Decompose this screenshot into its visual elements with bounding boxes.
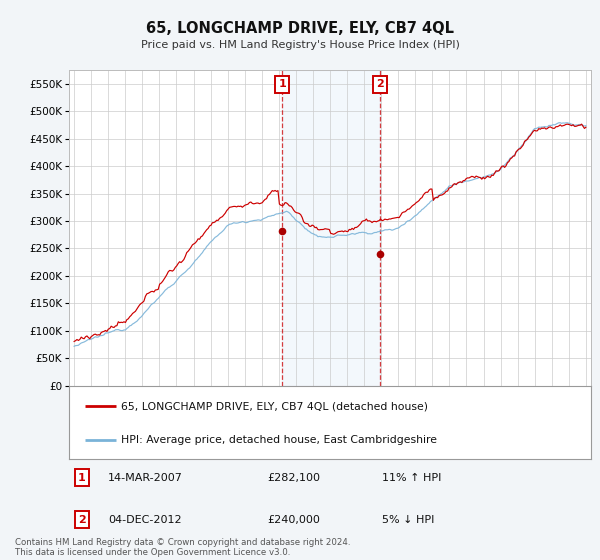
Text: Price paid vs. HM Land Registry's House Price Index (HPI): Price paid vs. HM Land Registry's House … [140, 40, 460, 50]
Text: £240,000: £240,000 [268, 515, 320, 525]
Text: HPI: Average price, detached house, East Cambridgeshire: HPI: Average price, detached house, East… [121, 435, 437, 445]
Text: 14-MAR-2007: 14-MAR-2007 [108, 473, 183, 483]
Text: 11% ↑ HPI: 11% ↑ HPI [382, 473, 442, 483]
Text: 2: 2 [376, 80, 383, 90]
Text: £282,100: £282,100 [268, 473, 320, 483]
Bar [283, 70, 380, 386]
Text: 65, LONGCHAMP DRIVE, ELY, CB7 4QL: 65, LONGCHAMP DRIVE, ELY, CB7 4QL [146, 21, 454, 36]
Text: 5% ↓ HPI: 5% ↓ HPI [382, 515, 434, 525]
Text: Contains HM Land Registry data © Crown copyright and database right 2024.
This d: Contains HM Land Registry data © Crown c… [15, 538, 350, 557]
Text: 1: 1 [278, 80, 286, 90]
Text: 2: 2 [78, 515, 86, 525]
Text: 04-DEC-2012: 04-DEC-2012 [108, 515, 182, 525]
Text: 1: 1 [78, 473, 86, 483]
Text: 65, LONGCHAMP DRIVE, ELY, CB7 4QL (detached house): 65, LONGCHAMP DRIVE, ELY, CB7 4QL (detac… [121, 401, 428, 411]
